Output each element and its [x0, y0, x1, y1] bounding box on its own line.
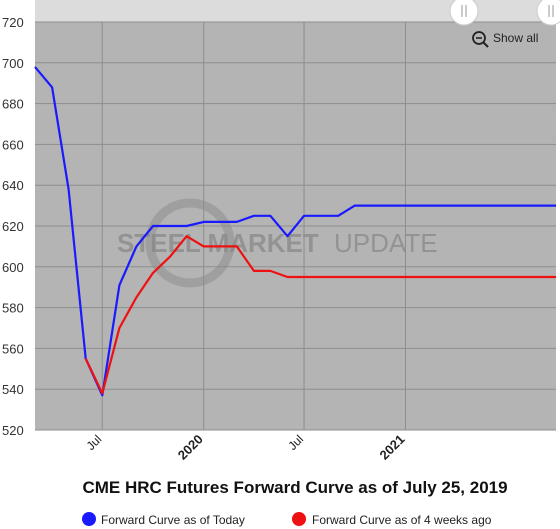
y-tick-label: 600: [2, 260, 24, 275]
zoom-out-icon-handle: [482, 41, 489, 48]
show-all-button[interactable]: Show all: [472, 31, 538, 48]
x-axis: Jul 2020 Jul 2021: [84, 432, 408, 463]
y-tick-label: 660: [2, 137, 24, 152]
x-tick-label: Jul: [84, 432, 105, 453]
legend-label-today: Forward Curve as of Today: [101, 513, 245, 527]
y-tick-label: 640: [2, 178, 24, 193]
x-tick-label: 2021: [377, 432, 408, 463]
y-tick-label: 560: [2, 341, 24, 356]
y-tick-label: 700: [2, 56, 24, 71]
chart-title: CME HRC Futures Forward Curve as of July…: [82, 478, 507, 497]
series-layer: [34, 66, 556, 397]
series-line-4-weeks-ago[interactable]: [84, 235, 556, 395]
y-tick-label: 580: [2, 301, 24, 316]
y-axis: 520 540 560 580 600 620 640 660 680 700 720: [2, 15, 24, 438]
show-all-label: Show all: [493, 31, 538, 45]
y-tick-label: 720: [2, 15, 24, 30]
x-tick-label: Jul: [285, 432, 306, 453]
legend-item-4-weeks-ago[interactable]: Forward Curve as of 4 weeks ago: [292, 512, 492, 527]
y-tick-label: 620: [2, 219, 24, 234]
navigator-left-handle[interactable]: [449, 0, 479, 26]
legend-swatch-today: [82, 512, 96, 526]
legend-swatch-4-weeks-ago: [292, 512, 306, 526]
y-tick-label: 540: [2, 382, 24, 397]
x-tick-label: 2020: [175, 432, 206, 463]
legend-label-4-weeks-ago: Forward Curve as of 4 weeks ago: [312, 513, 492, 527]
legend-item-today[interactable]: Forward Curve as of Today: [82, 512, 245, 527]
legend: Forward Curve as of Today Forward Curve …: [82, 512, 492, 527]
zoom-out-icon: [472, 31, 486, 45]
navigator-right-handle[interactable]: [536, 0, 560, 26]
range-navigator[interactable]: [35, 0, 556, 22]
watermark-swirl: [145, 198, 235, 288]
y-tick-label: 520: [2, 423, 24, 438]
y-tick-label: 680: [2, 97, 24, 112]
watermark-brand-light: UPDATE: [334, 228, 438, 258]
series-line-today[interactable]: [34, 66, 556, 397]
